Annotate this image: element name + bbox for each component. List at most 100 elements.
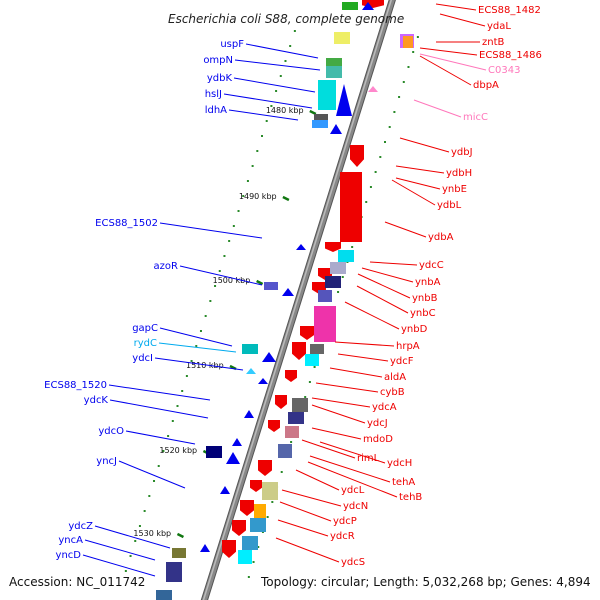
leader-line-right (279, 501, 332, 522)
gene-label-right: hrpA (396, 341, 420, 352)
track-dot (148, 495, 151, 497)
leader-line-right (369, 261, 418, 266)
track-dot (341, 276, 344, 278)
scale-tick (282, 195, 290, 202)
leader-line-right (344, 301, 400, 330)
leader-line-left (158, 342, 237, 353)
track-dot (228, 240, 231, 242)
leader-line-left (234, 59, 321, 71)
gene-label-left: ydcZ (68, 521, 93, 532)
scale-label: 1530 kbp (133, 529, 171, 538)
track-dot (284, 60, 287, 62)
scale-label: 1510 kbp (186, 361, 224, 370)
scale-label: 1520 kbp (159, 446, 197, 455)
leader-line-right (419, 55, 472, 86)
track-dot (204, 315, 207, 317)
gene-block (326, 66, 342, 78)
leader-line-right (399, 137, 450, 153)
track-dot (246, 180, 249, 182)
scale-label: 1480 kbp (266, 106, 304, 115)
gene-label-left: hslJ (205, 89, 222, 100)
leader-line-right (315, 382, 379, 393)
gene-arrow-forward (300, 326, 314, 340)
track-dot (270, 105, 273, 107)
scale-tick (176, 532, 184, 539)
gene-label-right: ydbA (428, 232, 454, 243)
gene-label-right: ECS88_1482 (478, 5, 541, 16)
track-dot (261, 135, 264, 137)
gene-label-right: ydcP (333, 516, 357, 527)
leader-line-right (357, 273, 411, 299)
gene-arrow-forward (275, 395, 287, 409)
track-dot (195, 345, 198, 347)
leader-line-right (439, 13, 486, 27)
gene-block (338, 250, 354, 262)
gene-label-left: ECS88_1502 (95, 218, 158, 229)
track-dot (237, 210, 240, 212)
gene-label-left: azoR (154, 261, 178, 272)
gene-label-right: mdoD (363, 434, 393, 445)
track-dot (171, 420, 174, 422)
track-dot (369, 186, 372, 188)
gene-block (330, 262, 346, 274)
track-dot (218, 270, 221, 272)
leader-line-right (311, 404, 366, 424)
backbone-highlight (202, 0, 393, 600)
track-dot (280, 471, 283, 473)
track-dot (275, 90, 278, 92)
gene-arrow-reverse (244, 410, 254, 418)
gene-label-left: yncD (56, 550, 82, 561)
topology-text: Topology: circular; Length: 5,032,268 bp… (260, 575, 591, 589)
leader-line-left (82, 554, 156, 577)
gene-arrow-reverse (330, 124, 342, 134)
leader-line-left (245, 43, 319, 59)
gene-label-right: zntB (482, 37, 505, 48)
gene-label-right: ydcS (341, 557, 365, 568)
gene-block (310, 344, 324, 354)
track-dot (388, 126, 391, 128)
accession-text: Accession: NC_011742 (9, 575, 145, 589)
track-dot (124, 570, 127, 572)
gene-label-left: ydcK (84, 395, 109, 406)
leader-line-right (435, 3, 477, 11)
gene-label-left: ydcO (98, 426, 124, 437)
leader-line-right (334, 341, 395, 347)
track-dot (279, 75, 282, 77)
gene-block (334, 32, 350, 44)
track-dot (313, 366, 316, 368)
leader-line-right (307, 461, 398, 498)
gene-block (305, 354, 319, 366)
leader-line-left (109, 399, 209, 419)
gene-label-left: ydcI (132, 353, 153, 364)
gene-label-right: ydbH (446, 168, 472, 179)
gene-label-left: ECS88_1520 (44, 380, 107, 391)
gene-block (288, 412, 304, 424)
track-dot (271, 501, 274, 503)
leader-line-right (384, 221, 427, 238)
gene-arrow-reverse (282, 288, 294, 296)
gene-arrow-forward (258, 460, 272, 476)
leader-line-left (233, 77, 316, 93)
gene-label-right: ynbA (415, 277, 441, 288)
gene-label-left: ompN (203, 55, 233, 66)
gene-label-right: ynbC (410, 308, 436, 319)
leader-line-right (329, 367, 383, 378)
gene-arrow-forward (350, 145, 364, 167)
leader-line-left (84, 539, 156, 561)
track-dot (143, 510, 146, 512)
gene-block (403, 36, 413, 48)
track-dot (266, 516, 269, 518)
gene-label-right: ydcF (390, 356, 414, 367)
gene-block (340, 172, 362, 242)
track-dot (365, 201, 368, 203)
gene-arrow-reverse (200, 544, 210, 552)
gene-label-right: ydaL (487, 21, 511, 32)
gene-label-right: ydbJ (451, 147, 473, 158)
track-dot (265, 120, 268, 122)
gene-arrow-reverse (258, 378, 268, 384)
gene-label-right: ydcL (341, 485, 365, 496)
gene-label-left: ydbK (207, 73, 233, 84)
leader-line-right (281, 489, 342, 507)
leader-line-right (337, 353, 389, 362)
